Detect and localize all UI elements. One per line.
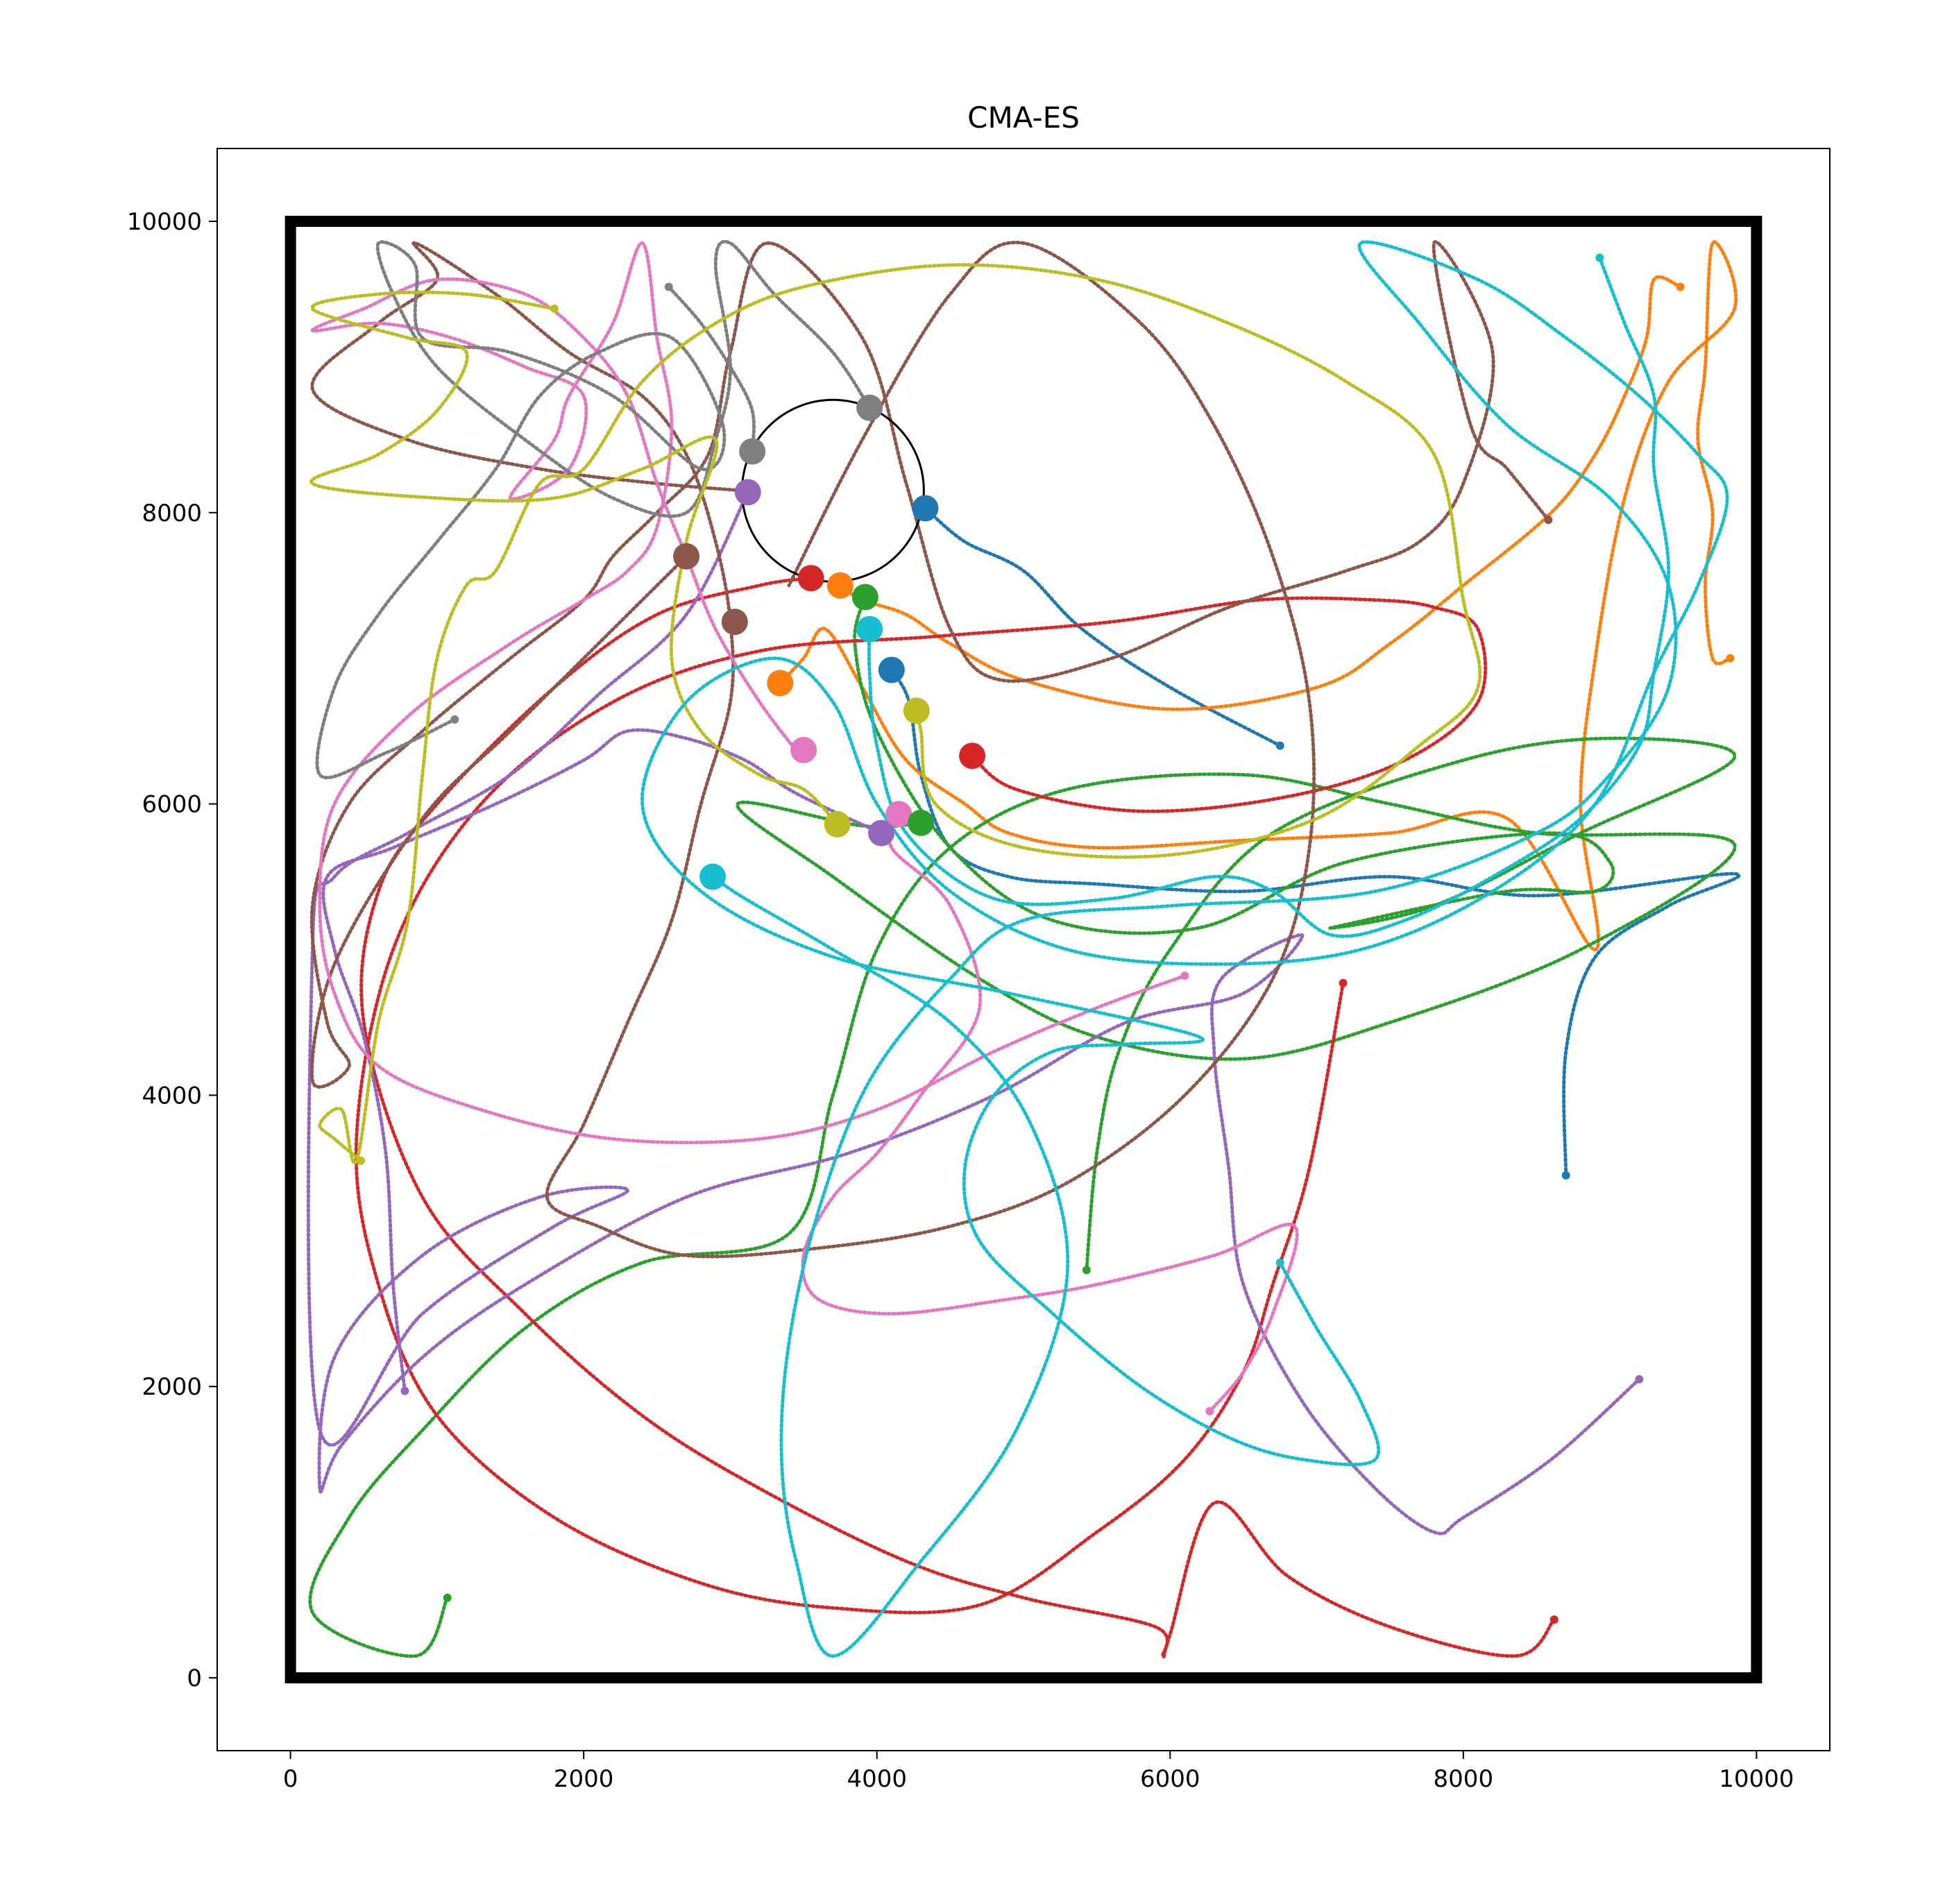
trajectory-start-point — [450, 715, 459, 724]
trajectory-start-point — [400, 1386, 409, 1395]
x-tick-label: 8000 — [1434, 1765, 1494, 1793]
trajectory-start-point — [1180, 971, 1189, 980]
trajectory-start-point — [1561, 1171, 1570, 1180]
y-tick-label: 4000 — [142, 1082, 202, 1110]
final-position-point — [721, 609, 748, 636]
final-position-point — [851, 584, 878, 611]
final-position-point — [699, 863, 727, 890]
y-tick-label: 8000 — [142, 500, 202, 527]
trajectory-line — [321, 728, 883, 1393]
trajectory-line — [359, 576, 1556, 1659]
trajectory-line — [853, 595, 1737, 1272]
y-tick-label: 0 — [187, 1665, 202, 1692]
chart-title: CMA-ES — [967, 101, 1080, 135]
arena-layer — [285, 215, 1763, 1684]
y-tick-label: 6000 — [142, 791, 202, 819]
trajectory-start-point — [1275, 1258, 1284, 1267]
trajectory-line — [309, 290, 840, 826]
trajectory-start-point — [1275, 741, 1284, 750]
axes: 0 2000 4000 6000 8000 10000 0 2000 4000 6000 8000 1… — [127, 208, 1794, 1793]
final-points-layer — [673, 394, 986, 890]
trajectory-start-point — [1676, 282, 1685, 291]
trajectory-start-point — [550, 304, 559, 313]
final-position-point — [673, 543, 700, 570]
final-position-point — [734, 479, 761, 506]
trajectory-line — [640, 240, 1729, 1658]
x-tick-label: 4000 — [847, 1765, 907, 1793]
trajectory-start-point — [1549, 1615, 1559, 1624]
trajectory-start-point — [1595, 253, 1604, 262]
trajectory-start-point — [1544, 516, 1553, 525]
final-position-point — [797, 565, 824, 592]
trajectory-line — [354, 596, 1488, 1615]
final-position-point — [912, 495, 939, 522]
final-position-point — [959, 742, 986, 770]
trajectory-start-point — [1635, 1375, 1644, 1384]
trajectory-line — [306, 490, 1641, 1536]
x-tick-label: 0 — [283, 1765, 298, 1793]
final-position-point — [856, 615, 883, 643]
final-position-point — [767, 670, 794, 697]
trajectory-start-point — [1082, 1266, 1091, 1275]
x-tick-label: 10000 — [1719, 1765, 1794, 1793]
trajectory-line — [867, 255, 1671, 938]
x-tick-label: 2000 — [554, 1765, 614, 1793]
trajectory-line — [318, 263, 1482, 1165]
final-position-point — [908, 809, 935, 836]
final-position-point — [824, 810, 851, 838]
x-tick-label: 6000 — [1140, 1765, 1200, 1793]
trajectory-start-point — [1726, 654, 1735, 663]
trajectory-line — [923, 507, 1282, 748]
y-tick-label: 10000 — [127, 208, 202, 236]
trajectory-line — [890, 668, 1741, 1178]
trajectory-line — [778, 240, 1738, 951]
trajectory-start-point — [664, 282, 673, 291]
trajectory-start-point — [357, 1156, 366, 1165]
final-position-point — [903, 697, 930, 724]
trajectory-start-point — [1205, 1406, 1214, 1416]
final-position-point — [878, 656, 905, 683]
final-position-point — [868, 819, 895, 847]
trajectory-start-point — [443, 1593, 452, 1602]
y-tick-label: 2000 — [142, 1373, 202, 1401]
final-position-point — [826, 572, 854, 599]
trajectory-line — [838, 275, 1682, 711]
final-position-point — [885, 801, 912, 828]
plot-frame — [216, 148, 1831, 1751]
final-position-point — [739, 438, 766, 465]
trajectory-line — [667, 284, 756, 454]
final-position-point — [790, 736, 817, 763]
trajectory-layer — [306, 239, 1741, 1659]
final-position-point — [856, 394, 883, 421]
trajectory-start-point — [1339, 978, 1348, 987]
arena-boundary — [285, 215, 1763, 1684]
